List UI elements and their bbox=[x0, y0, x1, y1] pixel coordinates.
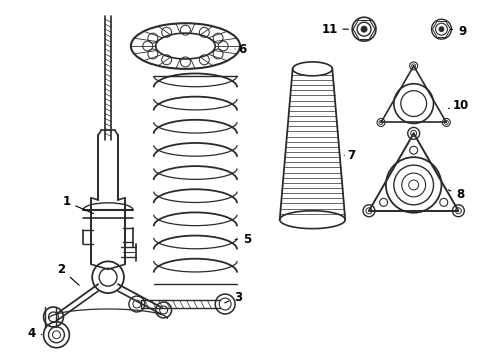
Text: 2: 2 bbox=[57, 263, 79, 285]
Text: 1: 1 bbox=[62, 195, 93, 213]
Text: 5: 5 bbox=[235, 233, 251, 246]
Text: 10: 10 bbox=[447, 99, 468, 112]
Text: 8: 8 bbox=[447, 188, 464, 201]
Text: 9: 9 bbox=[449, 24, 466, 38]
Circle shape bbox=[360, 26, 366, 32]
Text: 3: 3 bbox=[224, 291, 242, 303]
Text: 4: 4 bbox=[27, 327, 41, 340]
Text: 11: 11 bbox=[321, 23, 347, 36]
Text: 7: 7 bbox=[344, 149, 354, 162]
Circle shape bbox=[438, 27, 443, 32]
Text: 6: 6 bbox=[235, 42, 245, 55]
